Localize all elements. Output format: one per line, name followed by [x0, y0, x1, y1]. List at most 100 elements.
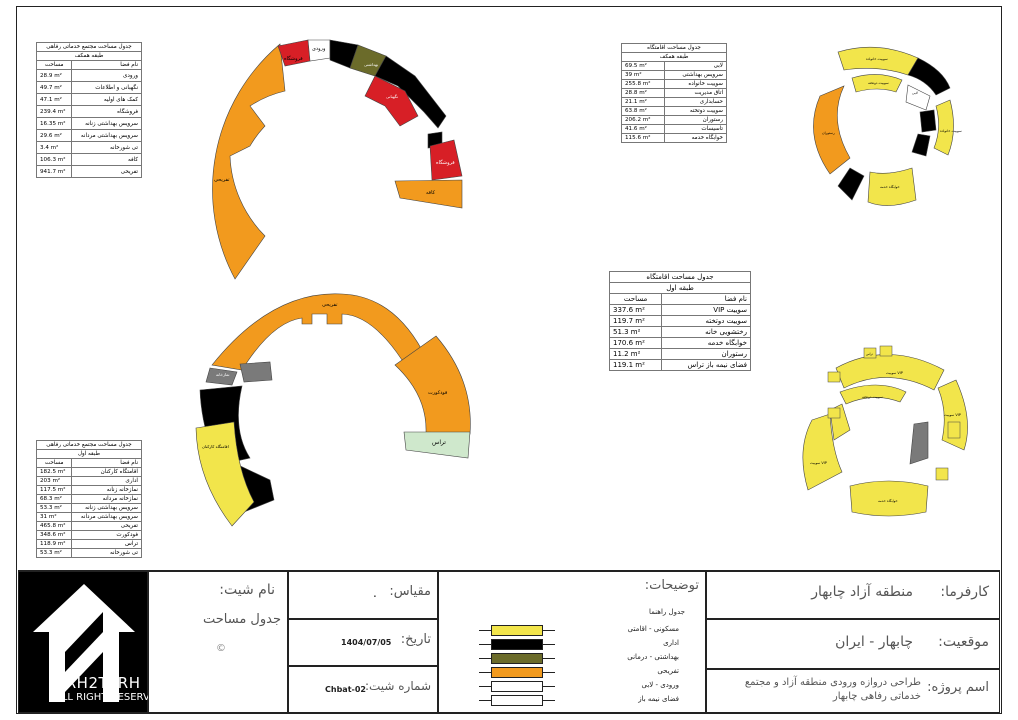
zone-double — [839, 384, 907, 405]
zone-shop-mid — [364, 75, 419, 127]
area-cell: 115.6 m² — [621, 133, 665, 143]
column-header-name: نام فضا — [71, 60, 142, 70]
zone-gray-2 — [239, 361, 273, 383]
name-cell: تی شورخانه — [71, 141, 142, 154]
zone-staff-first — [849, 480, 929, 517]
table-row: 206.2 m² رستوران — [621, 115, 728, 125]
zone-restaurant — [813, 85, 851, 175]
area-cell: 170.6 m² — [608, 337, 663, 349]
table-row: 51.3 m² رختشویی خانه — [608, 326, 751, 338]
label-double: سوییت دوتخته — [862, 395, 883, 399]
name-cell: سرویس بهداشتی مردانه — [71, 129, 142, 142]
area-cell: 941.7 m² — [35, 165, 73, 178]
zone-balcony-3 — [827, 371, 841, 383]
area-cell: 117.5 m² — [35, 485, 73, 495]
label-shop-right: فروشگاه — [436, 159, 455, 166]
table-row: 28.8 m² اتاق مدیریت — [621, 88, 728, 98]
table-title-row: جدول مساحت مجتمع خدماتی رفاهی — [36, 440, 142, 450]
label-cafe: کافه — [426, 190, 436, 196]
scale-box: مقیاس: . — [288, 571, 438, 619]
legend-list: مسکونی - اقامتی اداری بهداشتی - درمانی تفری… — [479, 624, 699, 710]
legend-item: ورودی - لابی — [479, 680, 699, 694]
label-recreation: تفریحی — [214, 177, 230, 183]
table-row: 11.2 m² رستوران — [608, 348, 751, 360]
table-header-row: مساحت نام فضا — [35, 458, 142, 468]
name-cell: فضای نیمه باز تراس — [661, 359, 751, 371]
table-row: 106.3 m² کافه — [35, 153, 142, 166]
table-header-row: مساحت نام فضا — [35, 60, 142, 70]
area-cell: 28.8 m² — [621, 88, 665, 98]
name-cell: اتاق مدیریت — [663, 88, 728, 98]
name-cell: سوییت دوتخته — [663, 106, 728, 116]
table-row: 119.1 m² فضای نیمه باز تراس — [608, 359, 751, 371]
legend-label: تفریحی — [657, 667, 679, 675]
copyright-mark: © — [216, 643, 226, 654]
zone-balcony-2 — [879, 345, 893, 357]
name-cell: سوییت خانواده — [663, 79, 728, 89]
sheet-name-box: نام شیت: جدول مساحت — [148, 571, 288, 713]
area-cell: 11.2 m² — [608, 348, 663, 360]
area-cell: 39 m² — [621, 70, 665, 80]
legend-item: بهداشتی - درمانی — [479, 652, 699, 666]
legend-title: جدول راهنما — [648, 608, 685, 616]
name-cell: نگهبانی و اطلاعات — [71, 81, 142, 94]
table-title-row: جدول مساحت اقامتگاه — [609, 271, 751, 283]
table-row: 239.4 m² فروشگاه — [35, 105, 142, 118]
label-prayer: نمازخانه — [216, 372, 230, 377]
name-cell: نمازخانه مردانه — [71, 494, 142, 504]
plan-complex-first-floor: تفریحی فودکورت تراس اقامتگاه کارکنان نما… — [195, 293, 471, 527]
label-suite-right: سوییت خانواده — [940, 129, 962, 133]
zone-admin-bottom — [837, 167, 865, 201]
area-cell: 465.8 m² — [35, 521, 73, 531]
date-value: 1404/07/05 — [341, 638, 392, 647]
client-value: منطقه آزاد چابهار — [811, 584, 913, 600]
legend-item: مسکونی - اقامتی — [479, 624, 699, 638]
area-cell: 16.35 m² — [35, 117, 73, 130]
area-cell: 182.5 m² — [35, 467, 73, 477]
description-box: توضیحات: جدول راهنما مسکونی - اقامتی ادار… — [438, 571, 706, 713]
name-cell: خوابگاه خدمه — [661, 337, 751, 349]
table-row: 3.4 m² تی شورخانه — [35, 141, 142, 154]
label-staff-first: اقامتگاه کارکنان — [202, 444, 229, 449]
name-cell: کمک های اولیه — [71, 93, 142, 106]
area-cell: 49.7 m² — [35, 81, 73, 94]
label-foodcourt: فودکورت — [428, 390, 448, 396]
table-row: 465.8 m² تفریحی — [35, 521, 142, 531]
scale-value: . — [373, 586, 377, 600]
date-box: تاریخ: 1404/07/05 — [288, 619, 438, 666]
table-floor: طبقه اول — [609, 282, 751, 294]
area-cell: 29.6 m² — [35, 129, 73, 142]
table-row: 118.9 m² تراس — [35, 539, 142, 549]
zone-double-suite — [851, 74, 903, 93]
table-row: 16.35 m² سرویس بهداشتی زنانه — [35, 117, 142, 130]
area-cell: 255.8 m² — [621, 79, 665, 89]
zone-staff-first — [195, 421, 255, 527]
table-header-row: مساحت نام فضا — [608, 293, 751, 305]
label-small: تراس — [866, 352, 873, 356]
legend-swatch — [491, 653, 543, 664]
label-lobby: لابی — [912, 91, 918, 95]
name-cell: سرویس بهداشتی زنانه — [71, 117, 142, 130]
table-row: 53.3 m² تی شورخانه — [35, 548, 142, 558]
column-header-area: مساحت — [35, 458, 73, 468]
table-row: 941.7 m² تفریحی — [35, 165, 142, 178]
area-table-ground-floor: جدول مساحت مجتمع خدماتی رفاهی طبقه همکف مس… — [35, 42, 142, 178]
table-row: 63.8 m² سوییت دوتخته — [621, 106, 728, 116]
name-cell: تفریحی — [71, 521, 142, 531]
table-title: جدول مساحت مجتمع خدماتی رفاهی — [36, 42, 142, 52]
table-floor-row: طبقه همکف — [36, 51, 142, 61]
plan-hotel-first: سوییت VIP سوییت دوتخته سوییت VIP سوییت V… — [802, 345, 968, 517]
label-staff-first: خوابگاه خدمه — [878, 498, 898, 503]
table-row: 170.6 m² خوابگاه خدمه — [608, 337, 751, 349]
sheet-number-box: شماره شیت: Chbat-02 — [288, 666, 438, 713]
column-header-area: مساحت — [35, 60, 73, 70]
table-row: 69.5 m² لابی — [621, 61, 728, 71]
zone-vip-left — [802, 413, 843, 491]
name-cell: رختشویی خانه — [661, 326, 751, 338]
column-header-name: نام فضا — [71, 458, 142, 468]
area-cell: 348.6 m² — [35, 530, 73, 540]
table-row: 348.6 m² فودکورت — [35, 530, 142, 540]
project-value: طراحی دروازه ورودی منطقه آزاد و مجتمع خد… — [744, 677, 921, 702]
legend-swatch — [491, 681, 543, 692]
legend-label: اداری — [663, 639, 679, 647]
